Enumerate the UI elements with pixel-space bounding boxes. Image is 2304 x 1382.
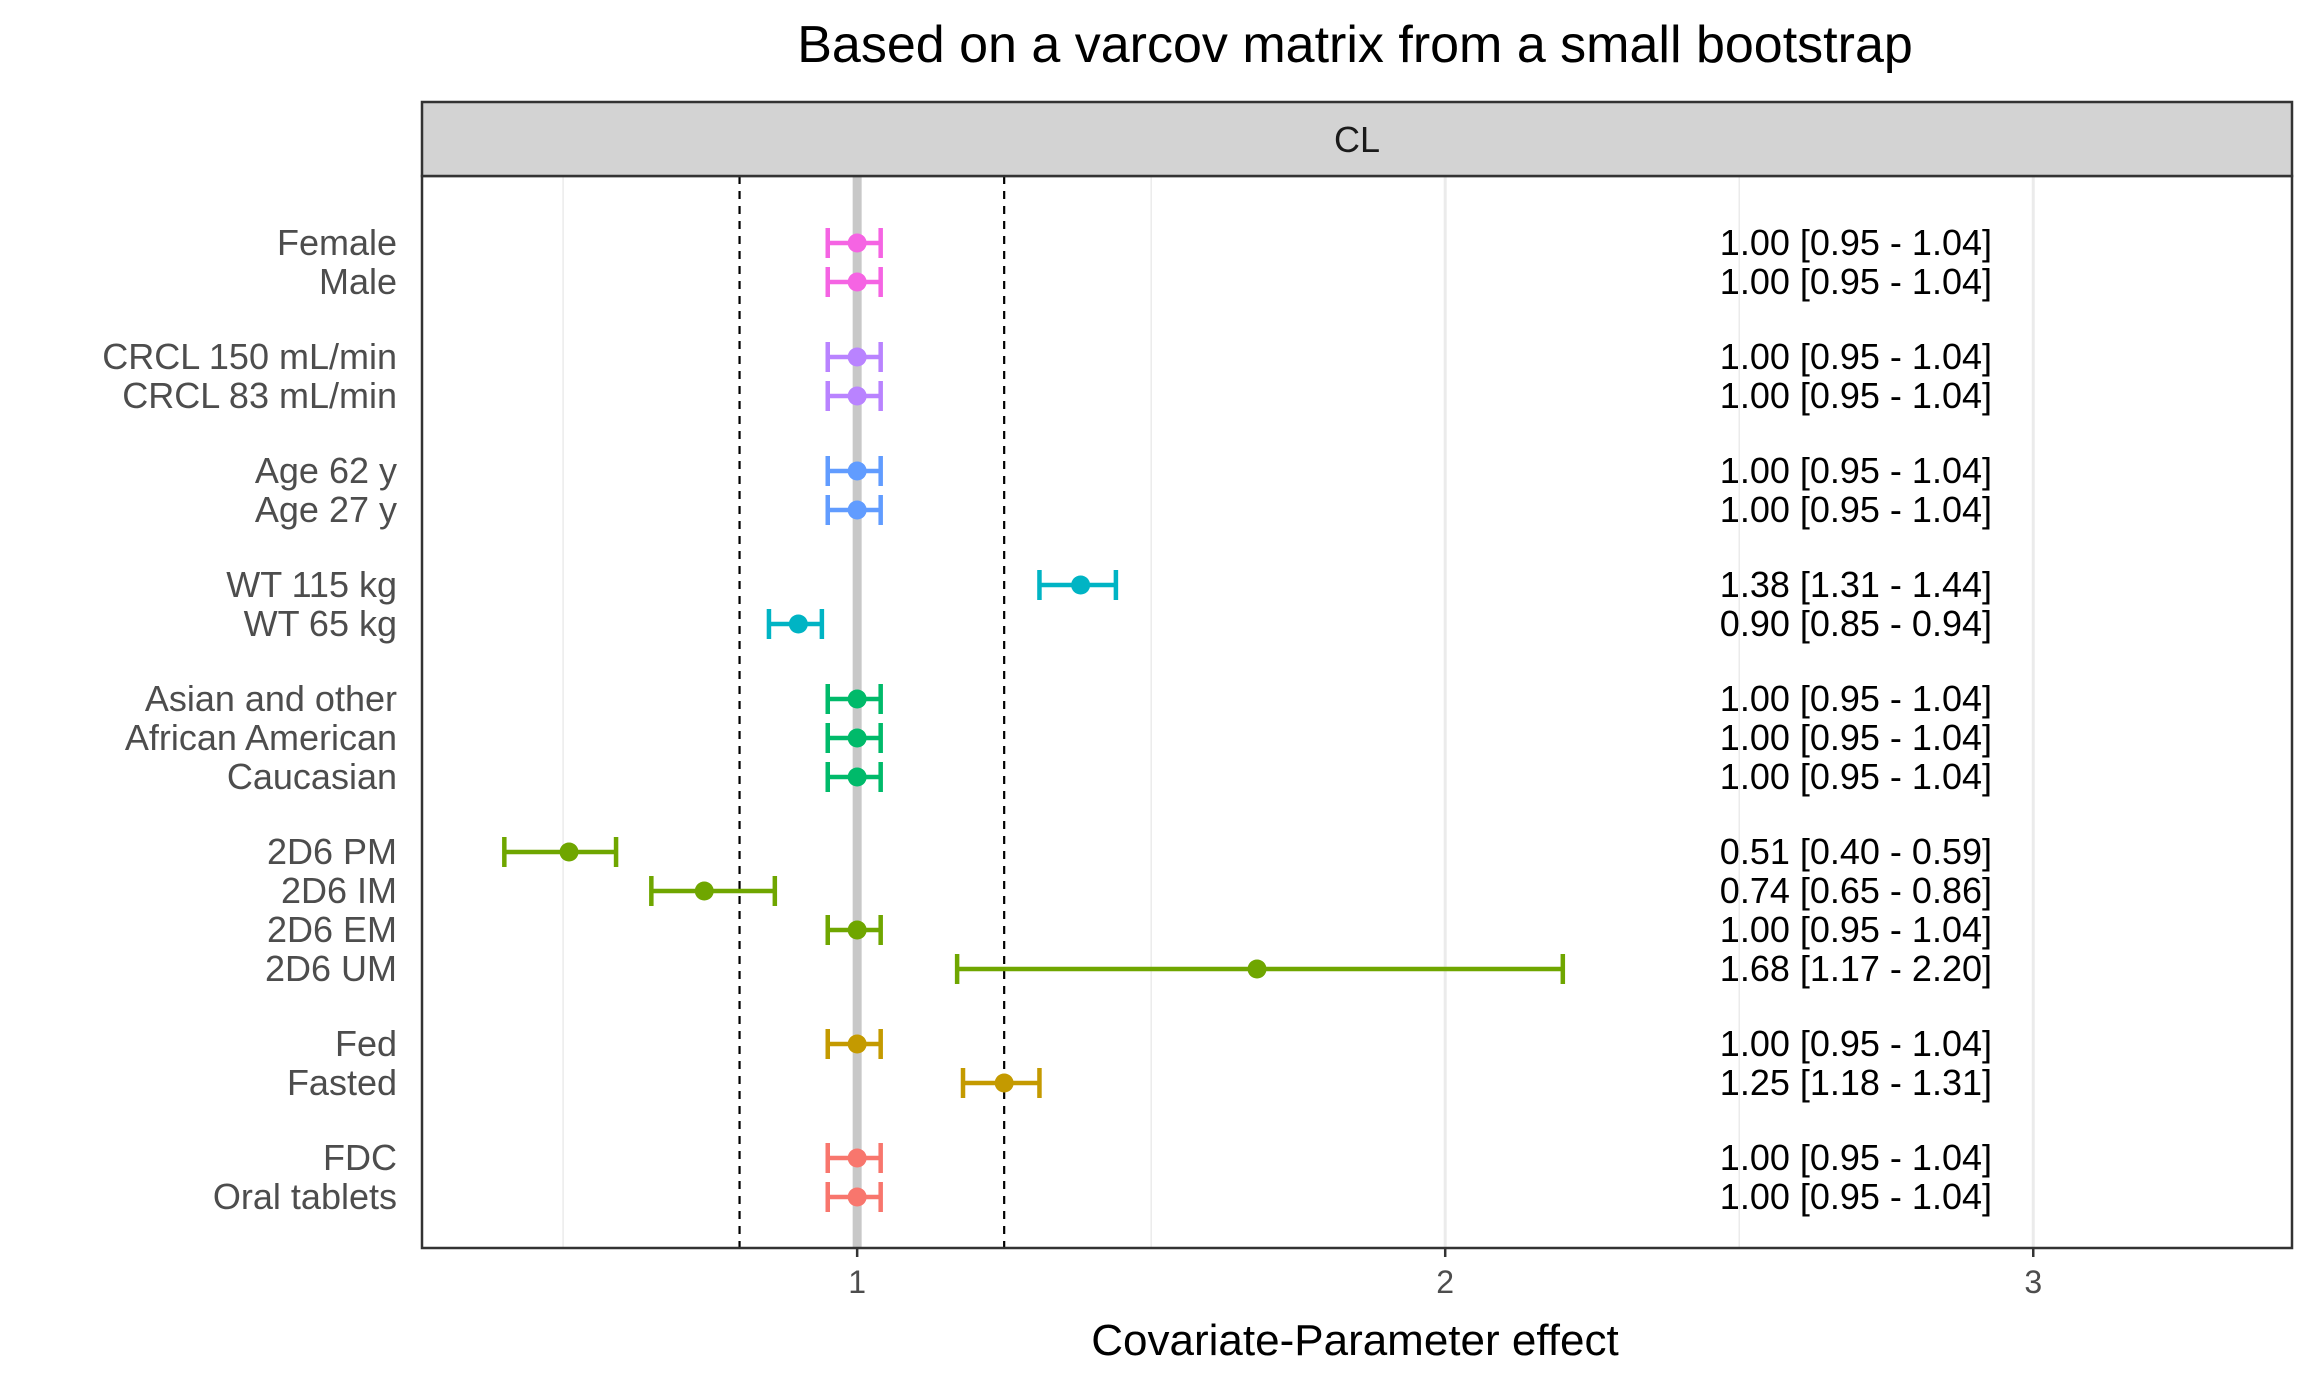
value-label: 0.90 [0.85 - 0.94] [1720, 603, 1992, 644]
error-bar-row [825, 1182, 883, 1212]
error-bars [502, 228, 1566, 1212]
facet-strip-label: CL [1334, 119, 1380, 160]
value-label: 1.00 [0.95 - 1.04] [1720, 717, 1992, 758]
category-label: WT 65 kg [244, 603, 397, 644]
value-label: 1.00 [0.95 - 1.04] [1720, 222, 1992, 263]
error-bar-row [766, 609, 825, 639]
category-label: Oral tablets [213, 1176, 397, 1217]
category-label: Caucasian [227, 756, 397, 797]
category-label: WT 115 kg [226, 564, 397, 605]
point-estimate [847, 272, 867, 292]
point-estimate [788, 614, 808, 634]
error-bar-row [825, 456, 883, 486]
category-label: Age 27 y [255, 489, 397, 530]
point-estimate [847, 728, 867, 748]
x-tick-label: 3 [2024, 1264, 2042, 1300]
point-estimate [847, 461, 867, 481]
error-bar-row [825, 684, 883, 714]
category-label: 2D6 IM [281, 870, 397, 911]
point-estimate [559, 842, 579, 862]
value-label: 1.00 [0.95 - 1.04] [1720, 450, 1992, 491]
value-label: 1.00 [0.95 - 1.04] [1720, 1176, 1992, 1217]
category-label: CRCL 83 mL/min [122, 375, 397, 416]
category-label: Age 62 y [255, 450, 397, 491]
error-bar-row [960, 1068, 1042, 1098]
category-label: 2D6 EM [267, 909, 397, 950]
category-label: African American [125, 717, 397, 758]
value-label: 1.00 [0.95 - 1.04] [1720, 909, 1992, 950]
value-label: 1.68 [1.17 - 2.20] [1720, 948, 1992, 989]
point-estimate [694, 881, 714, 901]
error-bar-row [825, 381, 883, 411]
point-estimate [847, 347, 867, 367]
error-bar-row [825, 1143, 883, 1173]
error-bar-row [825, 342, 883, 372]
point-estimate [847, 386, 867, 406]
point-estimate [847, 767, 867, 787]
error-bar-row [502, 837, 619, 867]
x-axis: 1 2 3 [848, 1248, 2042, 1300]
value-label: 1.38 [1.31 - 1.44] [1720, 564, 1992, 605]
value-label: 0.74 [0.65 - 0.86] [1720, 870, 1992, 911]
facet-strip: CL [420, 100, 2294, 178]
point-estimate [847, 1187, 867, 1207]
value-label: 1.00 [0.95 - 1.04] [1720, 375, 1992, 416]
error-bar-row [825, 723, 883, 753]
point-estimate [1071, 575, 1091, 595]
value-label: 1.00 [0.95 - 1.04] [1720, 336, 1992, 377]
x-tick-label: 1 [848, 1264, 866, 1300]
error-bar-row [825, 915, 883, 945]
x-axis-title: Covariate-Parameter effect [1091, 1316, 1618, 1365]
point-estimate [847, 1148, 867, 1168]
category-label: Female [277, 222, 397, 263]
error-bar-row [825, 1029, 883, 1059]
point-estimate [847, 920, 867, 940]
chart-title: Based on a varcov matrix from a small bo… [797, 16, 1913, 74]
category-label: Asian and other [145, 678, 397, 719]
value-label: 0.51 [0.40 - 0.59] [1720, 831, 1992, 872]
error-bar-row [1037, 570, 1119, 600]
error-bar-row [825, 228, 883, 258]
value-label: 1.00 [0.95 - 1.04] [1720, 1023, 1992, 1064]
category-label: FDC [323, 1137, 397, 1178]
point-estimate [847, 233, 867, 253]
category-label: 2D6 PM [267, 831, 397, 872]
error-bar-row [649, 876, 778, 906]
category-label: Male [319, 261, 397, 302]
error-bar-row [825, 267, 883, 297]
category-label: 2D6 UM [265, 948, 397, 989]
point-estimate [994, 1073, 1014, 1093]
value-label: 1.00 [0.95 - 1.04] [1720, 261, 1992, 302]
category-label: Fasted [287, 1062, 397, 1103]
value-label: 1.00 [0.95 - 1.04] [1720, 678, 1992, 719]
category-label: Fed [335, 1023, 397, 1064]
point-estimate [847, 500, 867, 520]
point-estimate [1247, 959, 1267, 979]
value-labels: 1.00 [0.95 - 1.04]1.00 [0.95 - 1.04]1.00… [1720, 222, 1992, 1217]
error-bar-row [825, 762, 883, 792]
error-bar-row [825, 495, 883, 525]
value-label: 1.00 [0.95 - 1.04] [1720, 756, 1992, 797]
point-estimate [847, 689, 867, 709]
x-tick-label: 2 [1436, 1264, 1454, 1300]
category-label: CRCL 150 mL/min [102, 336, 397, 377]
value-label: 1.00 [0.95 - 1.04] [1720, 1137, 1992, 1178]
point-estimate [847, 1034, 867, 1054]
value-label: 1.00 [0.95 - 1.04] [1720, 489, 1992, 530]
panel-background [422, 176, 2292, 1248]
value-label: 1.25 [1.18 - 1.31] [1720, 1062, 1992, 1103]
error-bar-row [954, 954, 1566, 984]
facet-strip-background [420, 100, 2294, 178]
plot-panel [420, 174, 2294, 1250]
